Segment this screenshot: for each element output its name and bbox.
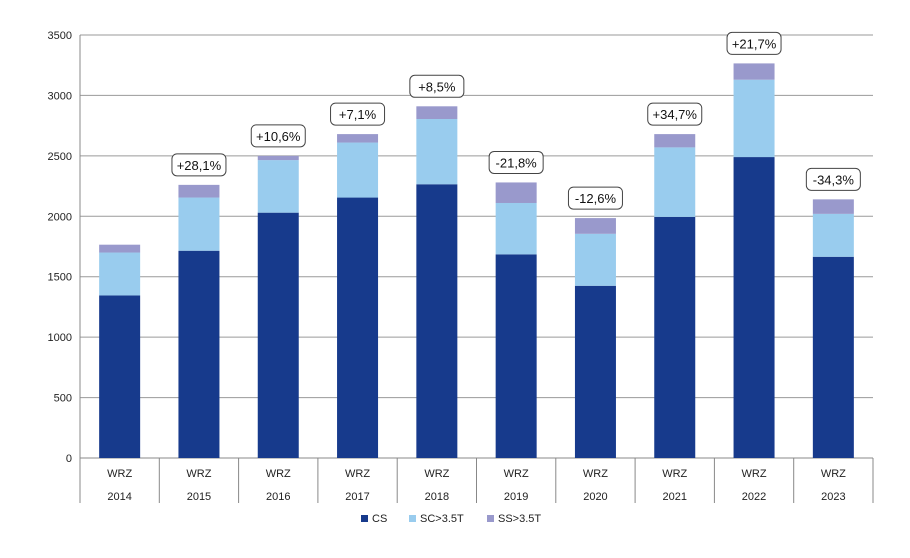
x-group-label: WRZ	[186, 468, 211, 480]
bar-segment	[178, 197, 220, 251]
change-annotation-box	[488, 150, 544, 174]
x-group-label: WRZ	[107, 468, 132, 480]
bar-segment	[337, 142, 379, 198]
x-tick-label: 2014	[107, 491, 131, 503]
change-annotation-box	[409, 74, 465, 98]
legend-swatch	[409, 515, 416, 522]
change-annotation: -34,3%	[813, 172, 855, 187]
x-group-label: WRZ	[742, 468, 767, 480]
bar-segment	[257, 160, 299, 213]
x-tick-label: 2020	[583, 491, 607, 503]
change-annotation-box	[726, 31, 782, 55]
bar-segment	[812, 213, 854, 257]
bar-segment	[733, 63, 775, 80]
change-annotation-box	[330, 102, 386, 126]
bar-segment	[257, 155, 299, 161]
bar-segment	[178, 184, 220, 198]
change-annotation-box	[805, 167, 861, 191]
y-tick-label: 500	[54, 393, 72, 405]
x-tick-label: 2018	[425, 491, 449, 503]
change-annotation: +28,1%	[177, 158, 222, 173]
change-annotation-box	[647, 102, 703, 126]
change-annotation-box	[250, 124, 306, 148]
change-annotation-box	[171, 153, 227, 177]
y-tick-label: 3500	[48, 30, 72, 42]
x-group-label: WRZ	[345, 468, 370, 480]
bar-segment	[574, 233, 616, 286]
change-annotation: -12,6%	[575, 191, 617, 206]
legend-label: SS>3.5T	[498, 513, 541, 525]
bar-segment	[495, 182, 537, 203]
x-group-label: WRZ	[504, 468, 529, 480]
legend-swatch	[487, 515, 494, 522]
x-tick-label: 2022	[742, 491, 766, 503]
change-annotation: +7,1%	[339, 107, 377, 122]
y-tick-label: 1000	[48, 332, 72, 344]
bar-segment	[257, 212, 299, 458]
legend-swatch	[361, 515, 368, 522]
legend-label: CS	[372, 513, 387, 525]
x-tick-label: 2021	[663, 491, 687, 503]
y-tick-label: 3000	[48, 90, 72, 102]
bar-segment	[495, 202, 537, 255]
change-annotation: +34,7%	[653, 107, 698, 122]
bar-segment	[654, 147, 696, 217]
bar-segment	[337, 197, 379, 458]
y-tick-label: 2000	[48, 211, 72, 223]
change-annotation: +8,5%	[418, 79, 456, 94]
bar-segment	[416, 184, 458, 458]
y-tick-label: 2500	[48, 151, 72, 163]
x-tick-label: 2015	[187, 491, 211, 503]
x-tick-label: 2019	[504, 491, 528, 503]
bar-segment	[574, 285, 616, 458]
change-annotation-box	[567, 186, 623, 210]
bar-segment	[733, 157, 775, 458]
bar-segment	[99, 295, 141, 458]
change-annotation: +21,7%	[732, 36, 777, 51]
x-group-label: WRZ	[662, 468, 687, 480]
x-tick-label: 2023	[821, 491, 845, 503]
bar-segment	[812, 256, 854, 458]
bar-segment	[416, 118, 458, 185]
bar-segment	[99, 244, 141, 253]
x-group-label: WRZ	[821, 468, 846, 480]
bar-segment	[812, 199, 854, 214]
bar-segment	[654, 134, 696, 148]
bar-segment	[178, 250, 220, 458]
legend-label: SC>3.5T	[420, 513, 464, 525]
change-annotation: -21,8%	[496, 155, 538, 170]
y-tick-label: 0	[66, 453, 72, 465]
x-group-label: WRZ	[424, 468, 449, 480]
x-group-label: WRZ	[266, 468, 291, 480]
bar-segment	[733, 79, 775, 158]
bar-segment	[416, 106, 458, 119]
bar-segment	[99, 252, 141, 296]
x-group-label: WRZ	[583, 468, 608, 480]
bar-segment	[495, 254, 537, 458]
bar-segment	[574, 218, 616, 234]
change-annotation: +10,6%	[256, 129, 301, 144]
y-tick-label: 1500	[48, 272, 72, 284]
bar-segment	[337, 134, 379, 143]
bar-segment	[654, 216, 696, 458]
x-tick-label: 2017	[345, 491, 369, 503]
x-tick-label: 2016	[266, 491, 290, 503]
